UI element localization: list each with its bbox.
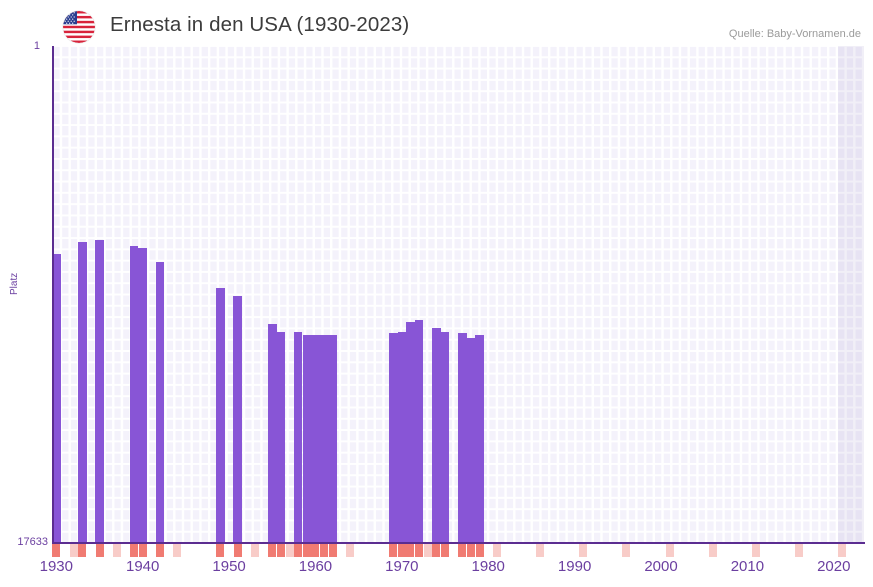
x-axis-year-marker xyxy=(795,544,804,557)
x-axis-tick-label: 1980 xyxy=(471,558,505,575)
x-axis-year-marker xyxy=(294,544,303,557)
x-axis-year-marker xyxy=(276,544,285,557)
x-axis-year-marker xyxy=(397,544,406,557)
x-axis-year-marker xyxy=(112,544,121,557)
x-axis-year-marker xyxy=(441,544,450,557)
y-axis-title: Platz xyxy=(9,272,20,295)
x-axis-tick-label: 2010 xyxy=(730,558,765,575)
x-axis-year-marker xyxy=(389,544,398,557)
chart-bar[interactable] xyxy=(311,334,320,543)
x-axis-tick-label: 2020 xyxy=(817,558,851,575)
chart-bar[interactable] xyxy=(406,321,415,543)
x-axis-year-marker xyxy=(251,544,259,557)
chart-bar[interactable] xyxy=(52,254,61,543)
x-axis-line xyxy=(52,542,865,544)
y-axis-bottom-label: 17633 xyxy=(17,536,48,548)
x-axis-year-marker xyxy=(415,544,424,557)
x-axis-year-marker xyxy=(475,544,484,557)
x-axis-tick-label: 1950 xyxy=(212,558,246,575)
future-years-shaded-band xyxy=(838,46,864,543)
x-axis-year-marker xyxy=(406,544,415,557)
x-axis-year-marker xyxy=(130,544,139,557)
x-axis-year-marker xyxy=(155,544,164,557)
chart-bar[interactable] xyxy=(414,319,424,543)
x-axis-year-marker xyxy=(432,544,441,557)
x-axis-year-marker xyxy=(328,544,337,557)
chart-bar[interactable] xyxy=(233,296,243,543)
x-axis-tick-label: 1970 xyxy=(385,558,419,575)
x-axis-tick-label: 1960 xyxy=(298,558,333,575)
chart-bar[interactable] xyxy=(328,334,338,543)
x-axis-year-marker xyxy=(346,544,355,557)
x-axis-year-marker xyxy=(69,544,78,557)
x-axis-tick-label: 1940 xyxy=(126,558,160,575)
chart-bar[interactable] xyxy=(77,242,87,543)
x-axis-year-marker xyxy=(320,544,329,557)
x-axis-year-marker xyxy=(458,544,467,557)
y-axis-top-label: 1 xyxy=(33,40,40,52)
chart-gridlines xyxy=(52,46,864,543)
x-axis-year-marker xyxy=(466,544,475,557)
chart-bar[interactable] xyxy=(466,337,476,543)
x-axis-year-marker xyxy=(665,544,674,557)
chart-bar[interactable] xyxy=(475,335,484,543)
x-axis-year-marker xyxy=(423,544,432,557)
chart-plot-area xyxy=(52,46,864,543)
x-axis-year-marker xyxy=(752,544,761,557)
us-flag-icon xyxy=(63,11,95,43)
x-axis-year-marker xyxy=(268,544,277,557)
x-axis-year-marker xyxy=(285,544,294,557)
chart-bar[interactable] xyxy=(138,247,147,543)
chart-bar[interactable] xyxy=(129,245,139,543)
source-attribution: Quelle: Baby-Vornamen.de xyxy=(728,28,861,40)
x-axis-year-marker xyxy=(95,544,104,557)
x-axis-year-marker xyxy=(216,544,225,557)
x-axis-year-marker xyxy=(311,544,320,557)
x-axis-year-marker xyxy=(838,544,847,557)
chart-bar[interactable] xyxy=(388,332,398,543)
chart-bar[interactable] xyxy=(458,332,467,543)
chart-bar[interactable] xyxy=(155,261,165,543)
chart-bar[interactable] xyxy=(267,324,277,543)
x-axis-year-marker xyxy=(52,544,61,557)
x-axis-year-marker xyxy=(233,544,242,557)
x-axis-year-marker xyxy=(536,544,545,557)
x-axis-year-marker xyxy=(622,544,631,557)
y-axis-line xyxy=(52,46,54,544)
x-axis-year-marker xyxy=(302,544,311,557)
chart-bar[interactable] xyxy=(440,331,450,543)
page-title: Ernesta in den USA (1930-2023) xyxy=(110,13,410,36)
x-axis-year-marker xyxy=(138,544,147,557)
x-axis-year-marker xyxy=(492,544,501,557)
chart-bar[interactable] xyxy=(216,287,225,543)
chart-bar[interactable] xyxy=(432,327,441,543)
x-axis-year-marker xyxy=(78,544,87,557)
x-axis-year-marker xyxy=(579,544,588,557)
chart-bar[interactable] xyxy=(397,332,407,543)
chart-bar[interactable] xyxy=(293,332,303,543)
x-axis-tick-label: 1990 xyxy=(557,558,592,575)
chart-bar[interactable] xyxy=(95,239,104,543)
x-axis-year-marker xyxy=(708,544,717,557)
chart-bar[interactable] xyxy=(276,331,286,543)
x-axis-tick-label: 2000 xyxy=(644,558,678,575)
chart-bar[interactable] xyxy=(319,334,329,543)
x-axis-tick-label: 1930 xyxy=(39,558,73,575)
chart-bar[interactable] xyxy=(302,334,312,543)
chart-header: Ernesta in den USA (1930-2023) Quelle: B… xyxy=(0,0,873,46)
x-axis-year-marker xyxy=(173,544,182,557)
